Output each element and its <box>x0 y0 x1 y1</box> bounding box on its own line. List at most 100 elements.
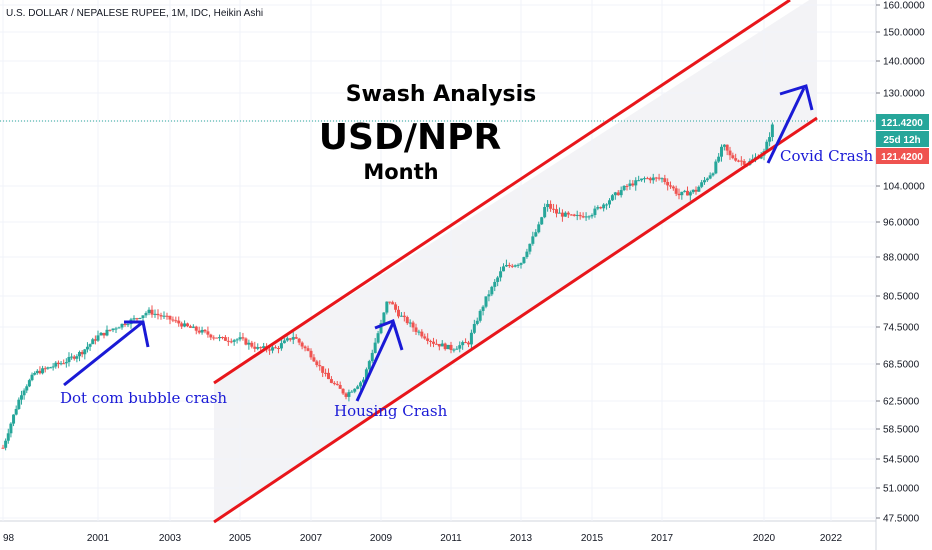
candle-body <box>472 323 476 333</box>
candle-body <box>247 342 251 345</box>
x-tick-label: 98 <box>3 533 15 544</box>
candle-body <box>218 337 222 339</box>
candle-body <box>120 323 124 328</box>
candle-body <box>455 348 459 350</box>
candle-body <box>49 367 52 369</box>
candle-body <box>697 186 701 192</box>
candle-body <box>402 315 406 318</box>
y-tick-label: 96.0000 <box>883 218 920 229</box>
candle-body <box>318 365 322 367</box>
candle-body <box>51 366 55 368</box>
candle-body <box>25 386 29 391</box>
candle-body <box>229 341 233 343</box>
candle-body <box>297 338 301 343</box>
candle-body <box>557 212 561 214</box>
x-tick-label: 2007 <box>300 533 323 544</box>
candle-body <box>640 178 644 181</box>
candle-body <box>437 343 441 347</box>
channel-fill <box>214 0 817 520</box>
candle-body <box>153 313 157 315</box>
candle-body <box>367 361 371 370</box>
candle-body <box>30 374 34 381</box>
candle-body <box>215 337 219 339</box>
candle-body <box>711 173 715 176</box>
candle-body <box>546 203 550 208</box>
candle-body <box>99 332 103 336</box>
candle-body <box>335 383 339 385</box>
candle-body <box>241 337 245 339</box>
candle-body <box>700 182 704 187</box>
candle-body <box>75 356 79 359</box>
candle-body <box>625 185 629 187</box>
candle-body <box>528 243 532 252</box>
candle-body <box>373 342 377 353</box>
candle-body <box>590 215 594 217</box>
candle-body <box>54 362 58 367</box>
candle-body <box>353 388 357 392</box>
candle-body <box>329 379 333 383</box>
candle-body <box>616 192 620 196</box>
candle-body <box>563 212 567 217</box>
candle-body <box>575 214 579 216</box>
housing-arrow-head <box>374 319 404 351</box>
candle-body <box>168 315 172 320</box>
candle-body <box>654 177 658 179</box>
candle-body <box>300 342 304 347</box>
candle-body <box>420 331 424 337</box>
candle-body <box>499 271 503 278</box>
candle-body <box>429 340 433 342</box>
candle-body <box>688 192 692 196</box>
x-tick-label: 2011 <box>440 533 462 544</box>
candle-body <box>244 338 248 345</box>
y-tick-label: 54.5000 <box>883 455 920 466</box>
candle-body <box>150 309 154 315</box>
price-axis[interactable]: 160.0000 150.0000 140.0000 130.0000 104.0000… <box>876 1 925 525</box>
timeframe-label: Month <box>363 160 438 184</box>
candle-body <box>534 232 538 237</box>
housing-annotation: Housing Crash <box>334 402 448 420</box>
y-tick-label: 68.5000 <box>883 360 920 371</box>
dotcom-arrow <box>63 320 144 387</box>
candle-body <box>481 306 485 311</box>
candle-body <box>449 344 453 351</box>
candle-body <box>174 320 178 322</box>
candle-body <box>708 175 712 179</box>
x-tick-label: 2003 <box>159 533 182 544</box>
candle-body <box>276 348 280 350</box>
candle-body <box>138 318 142 320</box>
candle-body <box>259 347 263 349</box>
candle-body <box>720 146 723 157</box>
candle-body <box>183 323 187 327</box>
candle-body <box>206 331 210 335</box>
candle-body <box>628 183 632 186</box>
candle-body <box>423 336 427 339</box>
candle-body <box>469 332 473 345</box>
x-tick-label: 2017 <box>651 533 674 544</box>
candle-body <box>350 391 354 393</box>
candle-body <box>80 351 84 355</box>
candle-body <box>165 315 169 317</box>
candle-body <box>452 349 456 351</box>
candle-body <box>660 178 664 180</box>
candle-body <box>4 440 8 448</box>
candle-body <box>1 447 5 449</box>
candle-body <box>737 160 740 162</box>
candle-body <box>309 350 313 358</box>
channel-upper-line[interactable] <box>213 0 791 385</box>
time-axis[interactable]: 98 2001 2003 2005 2007 2009 2011 2013 2015 2017 20… <box>3 533 843 544</box>
candle-body <box>303 346 307 349</box>
y-tick-label: 130.0000 <box>883 89 925 100</box>
candle-body <box>731 155 735 159</box>
candle-body <box>657 177 661 179</box>
candle-body <box>344 393 348 397</box>
candle-body <box>105 329 109 336</box>
candle-body <box>405 317 409 324</box>
candle-body <box>291 337 295 340</box>
candle-body <box>537 224 541 233</box>
channel-lower-line[interactable] <box>213 116 818 524</box>
candle-body <box>186 323 189 327</box>
x-tick-label: 2009 <box>370 533 393 544</box>
candle-body <box>253 346 257 349</box>
candle-body <box>364 369 368 380</box>
